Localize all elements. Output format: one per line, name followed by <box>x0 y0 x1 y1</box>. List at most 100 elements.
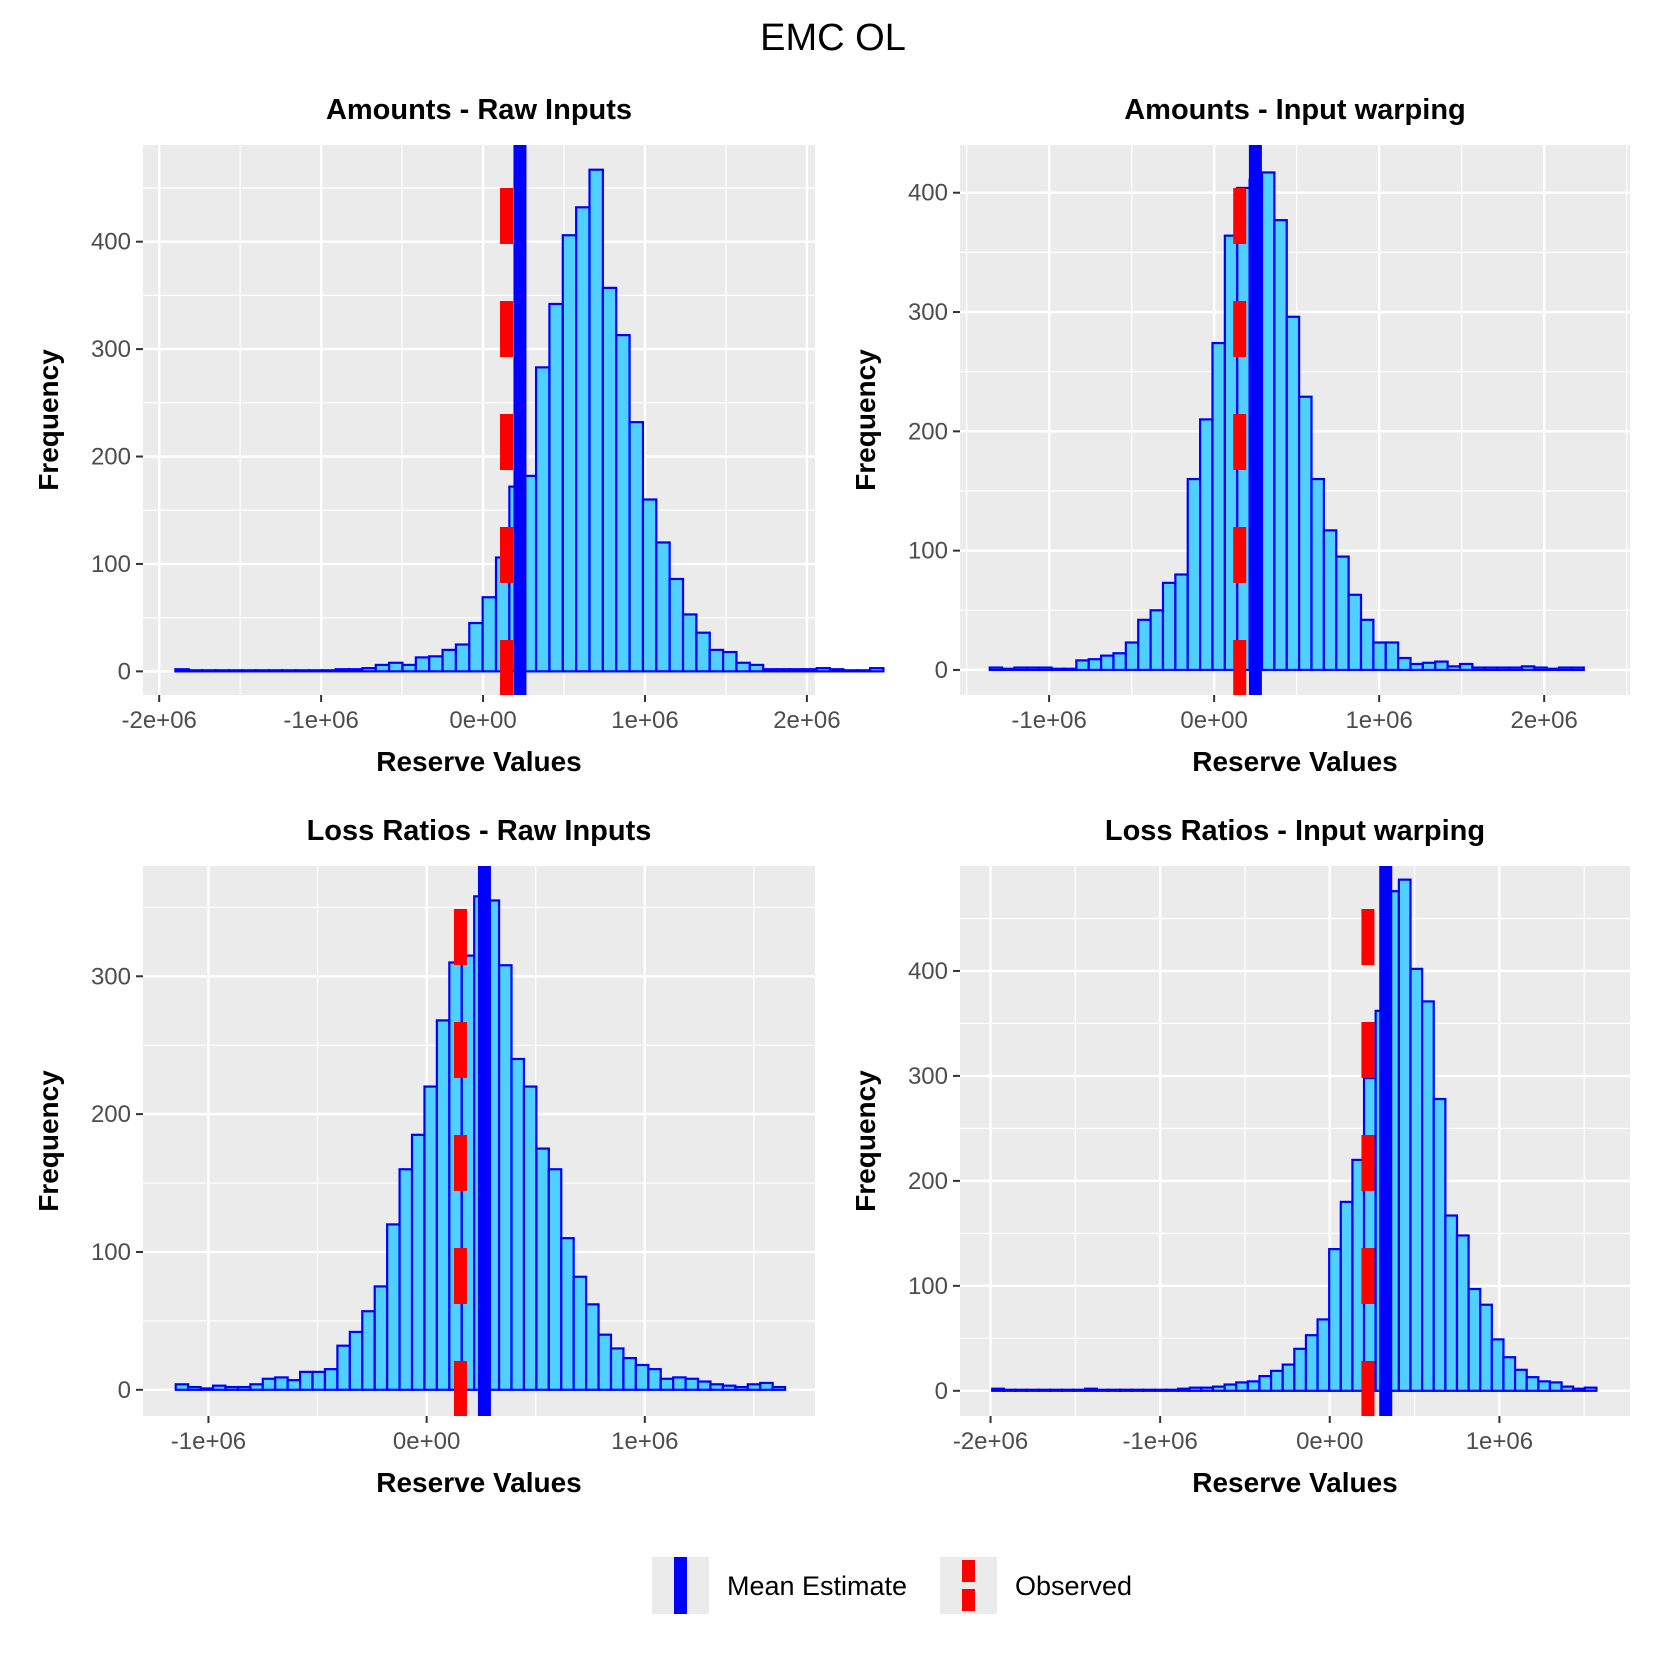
histogram-bar <box>1421 661 1437 672</box>
histogram-bar <box>241 669 257 673</box>
histogram-bar <box>647 1368 662 1391</box>
x-axis-label: Reserve Values <box>1192 1467 1398 1498</box>
histogram-bar <box>1002 1388 1017 1392</box>
histogram-bar <box>497 964 513 1391</box>
histogram-bar <box>1062 667 1078 672</box>
y-tick-label: 400 <box>908 958 948 985</box>
plot-background <box>960 866 1630 1416</box>
y-tick-label: 100 <box>908 1273 948 1300</box>
histogram-bar <box>1153 1388 1168 1392</box>
histogram-bar <box>388 661 404 673</box>
histogram-bar <box>815 667 832 673</box>
y-tick-label: 300 <box>908 299 948 326</box>
histogram-bar <box>224 1385 240 1391</box>
panel-loss-ratios-raw-inputs: -1e+06 0e+00 1e+06 0 100 200 300 Loss Ratios - … <box>33 815 815 1498</box>
histogram-bar <box>1444 1214 1459 1392</box>
histogram-bar <box>748 663 765 673</box>
histogram-bar <box>1107 1388 1122 1392</box>
panel-amounts-input-warping: -1e+06 0e+00 1e+06 2e+06 0 100 200 300 400 Amount… <box>850 94 1630 777</box>
histogram-bar <box>441 648 458 673</box>
histogram-bar <box>641 498 658 673</box>
legend-key-mean <box>674 1557 687 1614</box>
histogram-bar <box>828 668 845 673</box>
histogram-bar <box>1149 609 1165 672</box>
histogram-bar <box>1467 1287 1482 1392</box>
histogram-bar <box>802 668 818 673</box>
histogram-bar <box>286 1379 302 1391</box>
histogram-bar <box>1293 1347 1308 1392</box>
histogram-bar <box>1455 1234 1470 1392</box>
y-tick-label: 200 <box>908 1168 948 1195</box>
histogram-bar <box>1000 667 1016 672</box>
figure-title: EMC OL <box>760 17 906 59</box>
histogram-bar <box>681 613 698 673</box>
histogram-bar <box>510 1057 526 1391</box>
panel-title: Loss Ratios - Raw Inputs <box>307 815 652 847</box>
histogram-bar <box>481 596 498 673</box>
histogram-bar <box>1471 666 1486 672</box>
histogram-bar <box>1304 1334 1319 1392</box>
histogram-bar <box>622 1357 637 1391</box>
histogram-bar <box>1397 656 1412 672</box>
histogram-bar <box>634 1363 650 1391</box>
histogram-bar <box>1165 1388 1180 1392</box>
histogram-bar <box>1513 1368 1528 1392</box>
x-axis-label: Reserve Values <box>376 746 582 777</box>
legend-key-observed-dash <box>962 1560 975 1582</box>
x-tick-label: -1e+06 <box>171 1428 246 1455</box>
histogram-bar <box>1316 1318 1331 1392</box>
histogram-bar <box>1246 1380 1261 1392</box>
histogram-bar <box>548 302 564 673</box>
histogram-bar <box>1072 1388 1087 1392</box>
histogram-bar <box>1508 666 1524 672</box>
histogram-bar <box>1560 1385 1575 1392</box>
x-tick-label: 1e+06 <box>611 707 678 734</box>
y-axis-label: Frequency <box>33 349 64 491</box>
histogram-bar <box>535 1147 550 1391</box>
histogram-bar <box>771 1385 787 1391</box>
histogram-bar <box>1520 665 1536 672</box>
histogram-bar <box>1496 666 1511 672</box>
histogram-bar <box>1409 967 1424 1392</box>
histogram-bar <box>374 663 391 673</box>
histogram-bar <box>236 1385 252 1391</box>
x-tick-label: -1e+06 <box>1011 707 1086 734</box>
histogram-bar <box>386 1223 401 1391</box>
histogram-bar <box>281 669 297 673</box>
legend-label-mean: Mean Estimate <box>727 1571 907 1601</box>
x-tick-label: 0e+00 <box>393 1428 460 1455</box>
histogram-bar <box>1050 667 1066 672</box>
x-tick-label: 0e+00 <box>1296 1428 1363 1455</box>
histogram-bar <box>321 669 337 673</box>
panel-loss-ratios-input-warping: -2e+06 -1e+06 0e+00 1e+06 0 100 200 300 400 Loss … <box>850 815 1630 1498</box>
histogram-bar <box>1570 666 1585 672</box>
histogram-bar <box>347 668 364 673</box>
histogram-bar <box>668 577 685 673</box>
histogram-bar <box>1490 1338 1505 1392</box>
histogram-bar <box>572 1275 588 1391</box>
histogram-bar <box>1322 529 1338 672</box>
histogram-bar <box>1211 341 1226 672</box>
histogram-bar <box>414 656 431 673</box>
histogram-bar <box>1502 1356 1517 1392</box>
histogram-bar <box>1525 1376 1540 1392</box>
x-tick-label: -1e+06 <box>283 707 358 734</box>
legend-label-observed: Observed <box>1015 1571 1132 1601</box>
histogram-bar <box>1298 395 1313 672</box>
histogram-bar <box>1557 666 1573 672</box>
histogram-bar <box>1479 1303 1493 1392</box>
histogram-bar <box>187 669 204 673</box>
histogram-bar <box>201 669 217 673</box>
histogram-bar <box>1130 1388 1145 1392</box>
histogram-bar <box>1446 665 1462 672</box>
y-tick-label: 100 <box>91 551 131 578</box>
x-tick-label: -2e+06 <box>121 707 196 734</box>
histogram-bar <box>1174 573 1189 672</box>
histogram-bar <box>274 1376 289 1391</box>
histogram-bar <box>1533 666 1548 672</box>
histogram-bar <box>1409 662 1424 672</box>
x-tick-label: -2e+06 <box>953 1428 1028 1455</box>
histogram-bar <box>1273 219 1288 672</box>
y-tick-label: 0 <box>118 658 131 685</box>
y-axis-label: Frequency <box>850 349 881 491</box>
